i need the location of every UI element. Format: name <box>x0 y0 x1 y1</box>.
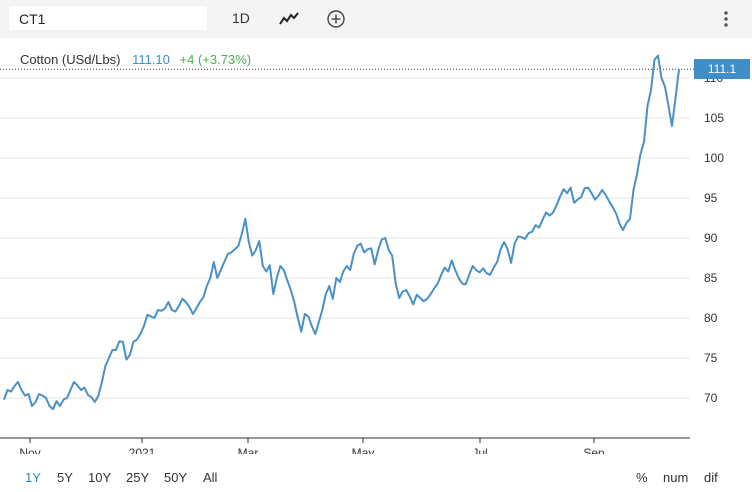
kebab-menu-icon[interactable] <box>715 8 737 30</box>
y-tick-label: 80 <box>704 311 718 325</box>
range-all[interactable]: All <box>203 470 218 485</box>
legend-change: +4 (+3.73%) <box>179 52 252 67</box>
legend-name: Cotton (USd/Lbs) <box>20 52 121 67</box>
mode-num[interactable]: num <box>663 470 689 485</box>
range-5y[interactable]: 5Y <box>57 470 73 485</box>
mode-dif[interactable]: dif <box>704 470 718 485</box>
symbol-input[interactable]: CT1 <box>8 5 208 31</box>
range-50y[interactable]: 50Y <box>164 470 188 485</box>
y-tick-label: 100 <box>704 151 724 165</box>
interval-selector[interactable]: 1D <box>232 10 250 26</box>
top-toolbar: CT1 1D <box>0 0 752 38</box>
x-tick-label: 2021 <box>129 446 156 454</box>
y-tick-label: 90 <box>704 231 718 245</box>
series-line <box>3 54 680 411</box>
x-tick-label: Jul <box>472 446 487 454</box>
price-chart[interactable]: 707580859095100105110 Nov2021MarMayJulSe… <box>0 0 752 454</box>
add-circle-icon[interactable] <box>325 8 347 30</box>
range-1y[interactable]: 1Y <box>25 470 41 485</box>
y-tick-label: 105 <box>704 111 724 125</box>
last-price-tag: 111.1 <box>694 59 750 79</box>
line-chart-icon[interactable] <box>278 8 300 30</box>
y-tick-label: 85 <box>704 271 718 285</box>
x-tick-label: Mar <box>238 446 259 454</box>
range-10y[interactable]: 10Y <box>88 470 112 485</box>
y-tick-label: 70 <box>704 391 718 405</box>
x-tick-label: May <box>352 446 375 454</box>
x-tick-label: Sep <box>583 446 605 454</box>
chart-legend: Cotton (USd/Lbs) 111.10 +4 (+3.73%) <box>18 52 254 67</box>
y-tick-label: 95 <box>704 191 718 205</box>
x-tick-label: Nov <box>19 446 40 454</box>
legend-price: 111.10 <box>132 52 170 67</box>
range-25y[interactable]: 25Y <box>126 470 150 485</box>
y-tick-label: 75 <box>704 351 718 365</box>
mode-percent[interactable]: % <box>636 470 648 485</box>
